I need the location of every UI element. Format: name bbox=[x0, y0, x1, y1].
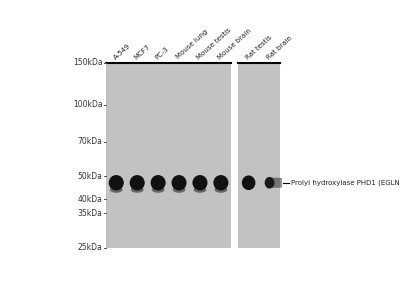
Text: 70kDa: 70kDa bbox=[78, 137, 103, 146]
Ellipse shape bbox=[214, 186, 227, 193]
Text: 100kDa: 100kDa bbox=[73, 100, 103, 109]
Text: PC-3: PC-3 bbox=[154, 45, 170, 60]
Bar bbox=[106, 63, 231, 248]
Text: 25kDa: 25kDa bbox=[78, 243, 103, 253]
Ellipse shape bbox=[242, 175, 256, 190]
Text: Prolyl hydroxylase PHD1 (EGLN2): Prolyl hydroxylase PHD1 (EGLN2) bbox=[291, 180, 400, 186]
Text: 35kDa: 35kDa bbox=[78, 209, 103, 218]
Ellipse shape bbox=[173, 186, 186, 193]
Ellipse shape bbox=[192, 175, 208, 190]
Ellipse shape bbox=[213, 175, 228, 190]
Ellipse shape bbox=[265, 177, 274, 188]
Text: Rat testis: Rat testis bbox=[245, 34, 273, 60]
Ellipse shape bbox=[172, 175, 186, 190]
Text: Mouse testis: Mouse testis bbox=[196, 27, 232, 60]
Ellipse shape bbox=[131, 186, 144, 193]
Ellipse shape bbox=[150, 175, 166, 190]
Ellipse shape bbox=[130, 175, 145, 190]
Ellipse shape bbox=[152, 186, 164, 193]
Text: MCF7: MCF7 bbox=[133, 43, 152, 60]
FancyBboxPatch shape bbox=[266, 178, 282, 188]
Text: Mouse brain: Mouse brain bbox=[217, 27, 253, 60]
Ellipse shape bbox=[110, 186, 123, 193]
Text: Mouse lung: Mouse lung bbox=[175, 29, 209, 60]
Ellipse shape bbox=[194, 186, 206, 193]
Text: Rat brain: Rat brain bbox=[266, 35, 293, 60]
Text: A-549: A-549 bbox=[112, 42, 132, 60]
Text: 150kDa: 150kDa bbox=[73, 58, 103, 67]
Text: 40kDa: 40kDa bbox=[78, 195, 103, 204]
Text: 50kDa: 50kDa bbox=[78, 172, 103, 181]
Ellipse shape bbox=[109, 175, 124, 190]
Bar bbox=[238, 63, 280, 248]
